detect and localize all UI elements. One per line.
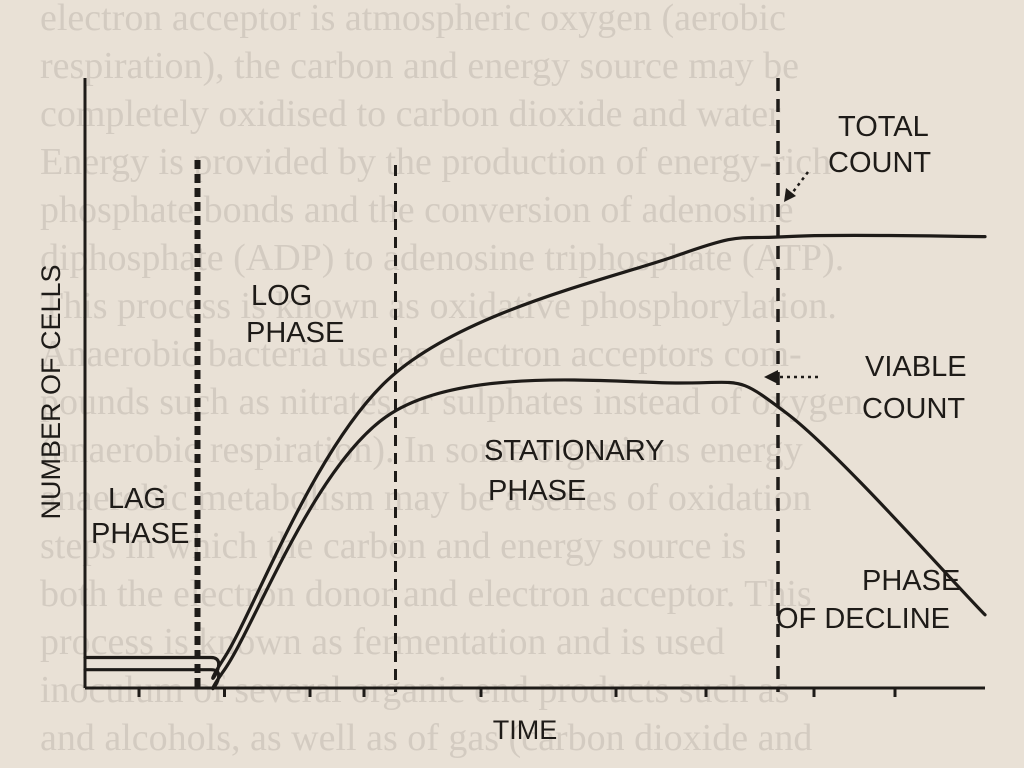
log-phase-label-line2: PHASE — [246, 317, 344, 349]
background-text-line: pounds such as nitrates or sulphates ins… — [40, 381, 863, 423]
phase-boundaries — [194, 78, 780, 692]
background-book-text: electron acceptor is atmospheric oxygen … — [40, 0, 863, 759]
background-text-line: completely oxidised to carbon dioxide an… — [40, 93, 781, 135]
lag-phase-label-line1: LAG — [108, 483, 166, 515]
background-text-line: anaerobic metabolism may be a series of … — [40, 477, 811, 519]
stationary-phase-label-line2: PHASE — [488, 475, 586, 507]
background-text-line: This process is known as oxidative phosp… — [40, 285, 837, 327]
total-count-curve — [83, 233, 987, 680]
total-count-label-line1: TOTAL — [838, 111, 929, 143]
viable-count-label-line1: VIABLE — [865, 351, 967, 383]
background-text-line: Energy is provided by the production of … — [40, 141, 831, 183]
lag-phase-label-line2: PHASE — [91, 518, 189, 550]
background-text-line: inoculum of several organic end products… — [40, 669, 790, 711]
data-series — [83, 233, 987, 691]
viable-count-label-line2: COUNT — [862, 393, 965, 425]
axes — [83, 78, 985, 697]
log-phase-label: LOG PHASE — [246, 280, 344, 349]
total-count-arrowhead — [784, 188, 796, 202]
background-text-line: (anaerobic respiration). In some organis… — [40, 429, 803, 471]
background-text-line: steps in which the carbon and energy sou… — [40, 525, 746, 567]
total-count-label: TOTAL COUNT — [828, 111, 931, 179]
decline-phase-label-line1: PHASE — [862, 565, 960, 597]
viable-count-label: VIABLE COUNT — [862, 351, 967, 425]
stationary-phase-label: STATIONARY PHASE — [484, 435, 664, 507]
y-axis-label: NUMBER OF CELLS — [36, 264, 66, 519]
viable-count-arrowhead — [764, 370, 778, 384]
viable-count-curve — [83, 378, 987, 691]
total-count-arrow-shaft — [789, 171, 809, 197]
stationary-phase-label-line1: STATIONARY — [484, 435, 664, 467]
decline-phase-label-line2: OF DECLINE — [776, 603, 950, 635]
background-text-line: electron acceptor is atmospheric oxygen … — [40, 0, 786, 39]
total-count-label-line2: COUNT — [828, 147, 931, 179]
background-text-line: phosphate bonds and the conversion of ad… — [40, 189, 794, 231]
decline-phase-label: PHASE OF DECLINE — [776, 565, 960, 635]
annotation-arrows — [764, 171, 818, 384]
x-axis-label: TIME — [493, 715, 558, 745]
background-text-line: both the electron donor and electron acc… — [40, 573, 812, 615]
background-text-line: and alcohols, as well as of gas (carbon … — [40, 717, 812, 759]
background-text-line: diphosphate (ADP) to adenosine triphosph… — [40, 237, 844, 279]
log-phase-label-line1: LOG — [251, 280, 312, 312]
lag-phase-label: LAG PHASE — [91, 483, 189, 550]
background-text-line: respiration), the carbon and energy sour… — [40, 45, 799, 87]
